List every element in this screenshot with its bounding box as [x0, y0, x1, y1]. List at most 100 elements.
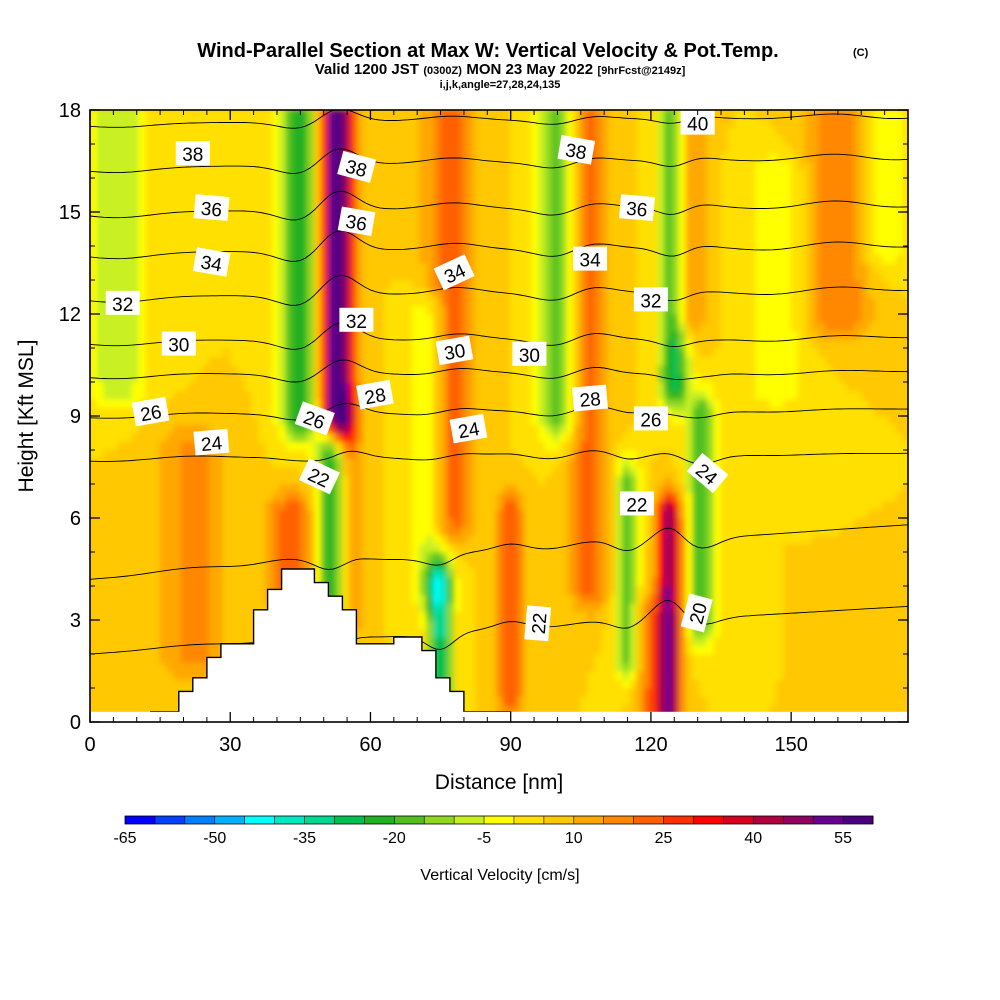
field-cell [243, 262, 252, 272]
field-cell [117, 220, 126, 230]
field-cell [447, 560, 456, 570]
field-cell [90, 203, 98, 213]
field-cell [215, 313, 224, 323]
field-cell [103, 356, 112, 366]
field-cell [215, 110, 224, 119]
field-cell [531, 653, 540, 663]
field-cell [180, 135, 189, 145]
field-cell [454, 407, 463, 417]
field-cell [306, 203, 315, 213]
field-cell [90, 288, 98, 298]
field-cell [264, 322, 273, 332]
field-cell [243, 288, 252, 298]
field-cell [334, 534, 343, 544]
field-cell [454, 500, 463, 510]
field-cell [405, 271, 414, 281]
field-cell [559, 687, 568, 697]
field-cell [229, 254, 238, 264]
field-cell [461, 500, 470, 510]
field-cell [496, 509, 505, 519]
field-cell [306, 449, 315, 459]
field-cell [138, 381, 147, 391]
field-cell [517, 313, 526, 323]
field-cell [524, 126, 533, 136]
field-cell [236, 169, 245, 179]
field-cell [201, 313, 210, 323]
field-cell [152, 662, 161, 672]
field-cell [222, 458, 231, 468]
field-cell [376, 500, 385, 510]
field-cell [159, 492, 168, 502]
field-cell [545, 594, 554, 604]
field-cell [110, 628, 119, 638]
field-cell [194, 347, 203, 357]
field-cell [145, 288, 154, 298]
field-cell [383, 475, 392, 485]
field-cell [559, 483, 568, 493]
field-cell [243, 407, 252, 417]
field-cell [468, 330, 477, 340]
field-cell [559, 585, 568, 595]
field-cell [426, 152, 435, 162]
field-cell [517, 271, 526, 281]
field-cell [124, 177, 133, 187]
field-cell [138, 687, 147, 697]
field-cell [341, 254, 350, 264]
field-cell [517, 441, 526, 451]
field-cell [152, 288, 161, 298]
field-cell [215, 466, 224, 476]
field-cell [124, 475, 133, 485]
field-cell [468, 398, 477, 408]
field-cell [152, 441, 161, 451]
field-cell [285, 441, 294, 451]
field-cell [173, 322, 182, 332]
field-cell [208, 407, 217, 417]
field-cell [545, 424, 554, 434]
field-cell [229, 152, 238, 162]
field-cell [517, 517, 526, 527]
field-cell [405, 517, 414, 527]
field-cell [419, 296, 428, 306]
field-cell [145, 126, 154, 136]
field-cell [257, 135, 266, 145]
field-cell [124, 271, 133, 281]
field-cell [348, 177, 357, 187]
field-cell [517, 237, 526, 247]
field-cell [124, 662, 133, 672]
field-cell [362, 356, 371, 366]
field-cell [222, 526, 231, 536]
field-cell [489, 619, 498, 629]
field-cell [96, 177, 105, 187]
field-cell [517, 619, 526, 629]
field-cell [398, 373, 407, 383]
field-cell [257, 551, 266, 561]
field-cell [454, 577, 463, 587]
field-cell [187, 390, 196, 400]
field-cell [503, 169, 512, 179]
field-cell [243, 279, 252, 289]
field-cell [390, 568, 400, 578]
field-cell [131, 160, 140, 170]
field-cell [306, 390, 315, 400]
field-cell [461, 135, 470, 145]
field-cell [524, 177, 533, 187]
field-cell [124, 356, 133, 366]
field-cell [531, 296, 540, 306]
field-cell [552, 611, 561, 621]
field-cell [524, 543, 533, 553]
field-cell [538, 577, 547, 587]
field-cell [208, 279, 217, 289]
field-cell [545, 126, 554, 136]
field-cell [236, 296, 245, 306]
field-cell [538, 653, 547, 663]
field-cell [96, 424, 105, 434]
field-cell [559, 415, 568, 425]
field-cell [138, 560, 147, 570]
field-cell [236, 381, 245, 391]
field-cell [257, 211, 266, 221]
field-cell [159, 509, 168, 519]
field-cell [405, 373, 414, 383]
field-cell [271, 126, 280, 136]
field-cell [426, 551, 435, 561]
field-cell [447, 585, 456, 595]
